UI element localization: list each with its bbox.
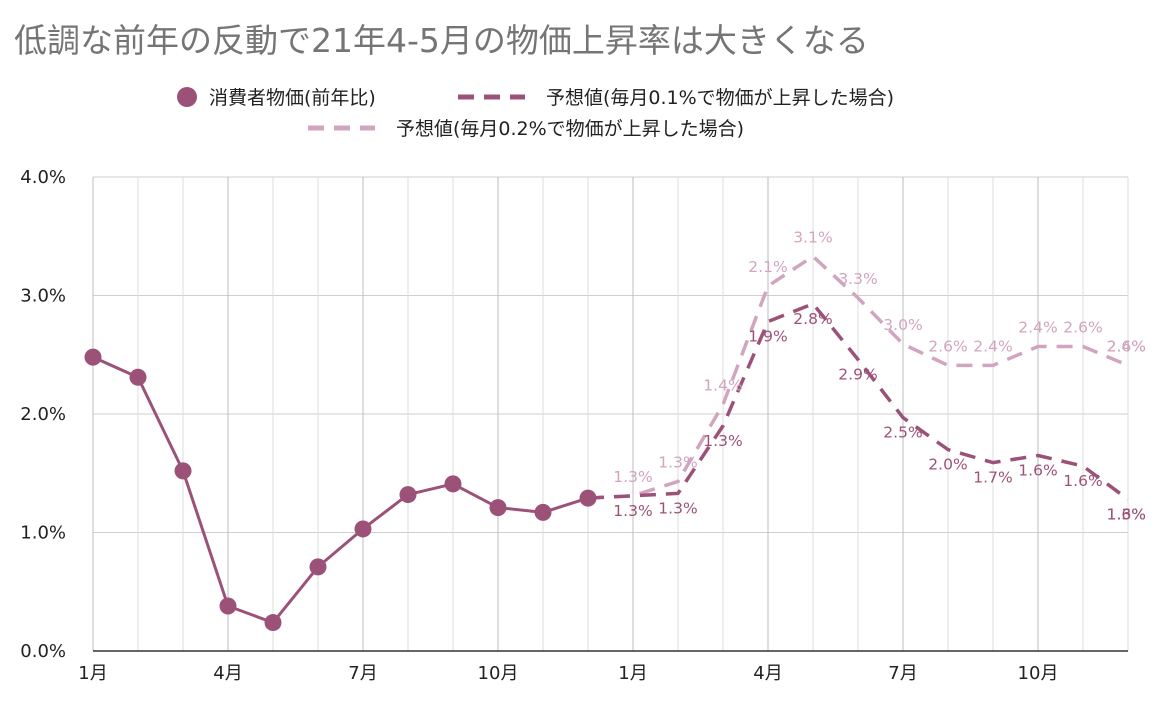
data-label: 1.3% (1107, 505, 1146, 523)
series-line-1 (587, 302, 1130, 501)
data-label: 2.5% (883, 424, 922, 442)
data-label: 1.3% (658, 454, 697, 472)
y-tick-label: 3.0% (20, 286, 66, 307)
data-label: 1.9% (748, 328, 787, 346)
data-point (354, 520, 372, 538)
y-tick-label: 2.0% (20, 404, 66, 425)
x-tick-label: 4月 (213, 663, 242, 684)
data-point (534, 503, 552, 521)
series-line-0 (92, 355, 589, 625)
x-tick-label: 1月 (618, 663, 647, 684)
legend-label: 予想値(毎月0.1%で物価が上昇した場合) (546, 87, 894, 109)
data-point (219, 597, 237, 615)
x-tick-label: 10月 (478, 663, 519, 684)
data-label: 2.4% (1018, 318, 1057, 336)
data-label: 2.9% (838, 365, 877, 383)
legend-label: 消費者物価(前年比) (209, 87, 376, 109)
data-label: 2.6% (1063, 318, 1102, 336)
data-label: 1.6% (1018, 461, 1057, 479)
y-tick-label: 4.0% (20, 167, 66, 188)
data-label: 3.3% (838, 270, 877, 288)
x-tick-label: 4月 (753, 663, 782, 684)
legend-marker (177, 87, 197, 107)
data-label: 3.1% (793, 228, 832, 246)
y-tick-label: 1.0% (20, 523, 66, 544)
data-point (489, 499, 507, 517)
legend-label: 予想値(毎月0.2%で物価が上昇した場合) (396, 118, 744, 140)
data-point (309, 558, 327, 576)
data-point (444, 475, 462, 493)
data-point (174, 462, 192, 480)
series-line-2 (587, 254, 1129, 500)
data-labels: 1.3% 1.3% 1.3% 1.9% 2.8% 2.9% 2.5% 2.0% 1.7% 1.6%… (613, 228, 1146, 523)
data-point (579, 489, 597, 507)
data-label: 2.0% (928, 456, 967, 474)
legend-item-2: 予想値(毎月0.2%で物価が上昇した場合) (308, 118, 744, 140)
axes: 0.0% 1.0% 2.0% 3.0% 4.0% 1月 4月 7月 10月 1月 4月 7月 10月 (20, 167, 1128, 684)
data-label: 1.3% (613, 502, 652, 520)
data-label: 2.1% (748, 258, 787, 276)
data-label: 1.3% (658, 499, 697, 517)
data-label: 1.4% (703, 377, 742, 395)
legend-item-1: 予想値(毎月0.1%で物価が上昇した場合) (458, 87, 894, 109)
grid (92, 176, 1129, 651)
data-label: 2.6% (1107, 337, 1146, 355)
data-label: 1.3% (613, 468, 652, 486)
legend: 消費者物価(前年比) 予想値(毎月0.1%で物価が上昇した場合) 予想値(毎月0.2… (177, 87, 894, 140)
data-label: 1.6% (1063, 472, 1102, 490)
x-tick-label: 7月 (888, 663, 917, 684)
legend-item-0: 消費者物価(前年比) (177, 87, 376, 109)
chart-title: 低調な前年の反動で21年4-5月の物価上昇率は大きくなる (14, 21, 869, 60)
data-point (264, 614, 282, 632)
y-tick-label: 0.0% (20, 641, 66, 662)
data-label: 2.6% (928, 337, 967, 355)
data-label: 1.3% (703, 432, 742, 450)
data-label: 1.6% (1107, 505, 1146, 523)
data-point (84, 348, 102, 366)
x-tick-label: 1月 (78, 663, 107, 684)
data-point (129, 368, 147, 386)
series-lines (92, 254, 1130, 625)
x-tick-label: 10月 (1018, 663, 1059, 684)
data-point (399, 486, 417, 504)
data-label: 2.4% (973, 337, 1012, 355)
data-label: 2.4% (1107, 337, 1146, 355)
data-label: 2.8% (793, 310, 832, 328)
x-tick-label: 7月 (348, 663, 377, 684)
data-label: 1.7% (973, 469, 1012, 487)
series-markers (84, 348, 597, 632)
data-label: 3.0% (883, 316, 922, 334)
